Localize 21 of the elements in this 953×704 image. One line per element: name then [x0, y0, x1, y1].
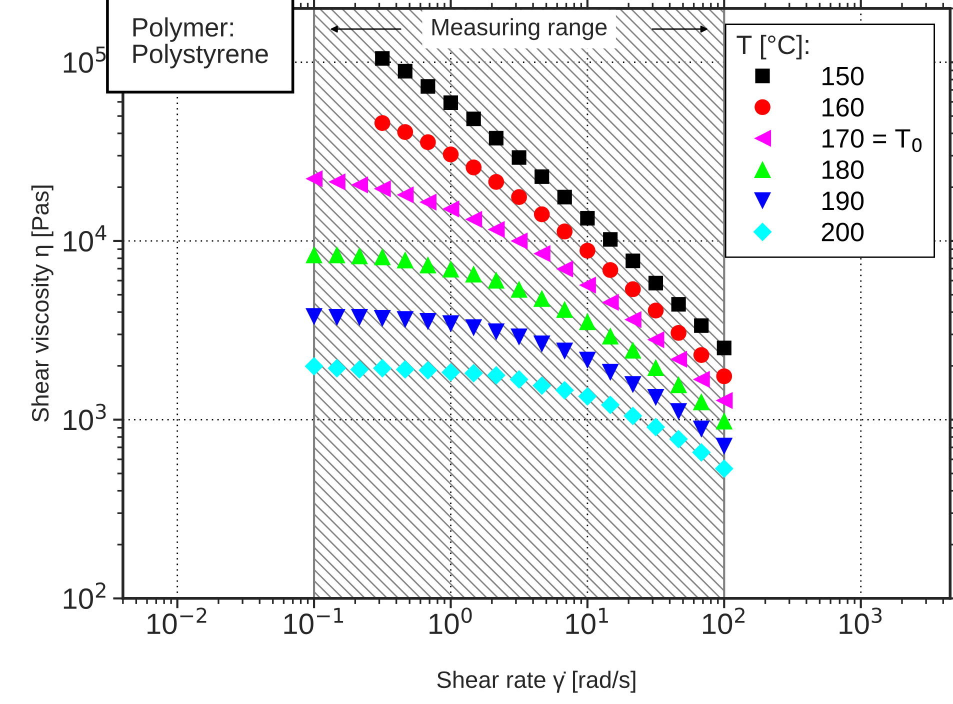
- legend-label: 170 = T$_{0}$: [822, 129, 922, 152]
- y-tick-label: 10$^{3}$: [64, 404, 106, 430]
- x-tick-label: 10$^{−1}$: [284, 608, 344, 634]
- y-axis-title: Shear viscosity η [Pas]: [31, 186, 54, 422]
- x-tick-label: 10$^{2}$: [703, 608, 744, 634]
- legend-label: 150: [822, 66, 864, 86]
- x-axis-title: Shear rate γ̇ [rad/s]: [437, 670, 636, 693]
- y-tick-label: 10$^{5}$: [64, 46, 106, 73]
- y-tick-label: 10$^{2}$: [64, 582, 106, 610]
- x-tick-label: 10$^{0}$: [430, 608, 472, 634]
- legend-label: 190: [822, 192, 864, 210]
- legend-title: T [°C]:: [736, 34, 808, 60]
- y-tick-label: 10$^{4}$: [64, 225, 106, 252]
- x-tick-label: 10$^{1}$: [566, 608, 608, 634]
- legend-label: 200: [822, 222, 864, 242]
- legend-label: 180: [822, 160, 864, 180]
- band-label: Measuring range: [432, 18, 607, 40]
- annotation: Polymer: Polystyrene: [133, 17, 268, 68]
- x-tick-label: 10$^{−2}$: [148, 608, 206, 634]
- x-tick-label: 10$^{3}$: [840, 608, 882, 634]
- legend-label: 160: [822, 98, 864, 117]
